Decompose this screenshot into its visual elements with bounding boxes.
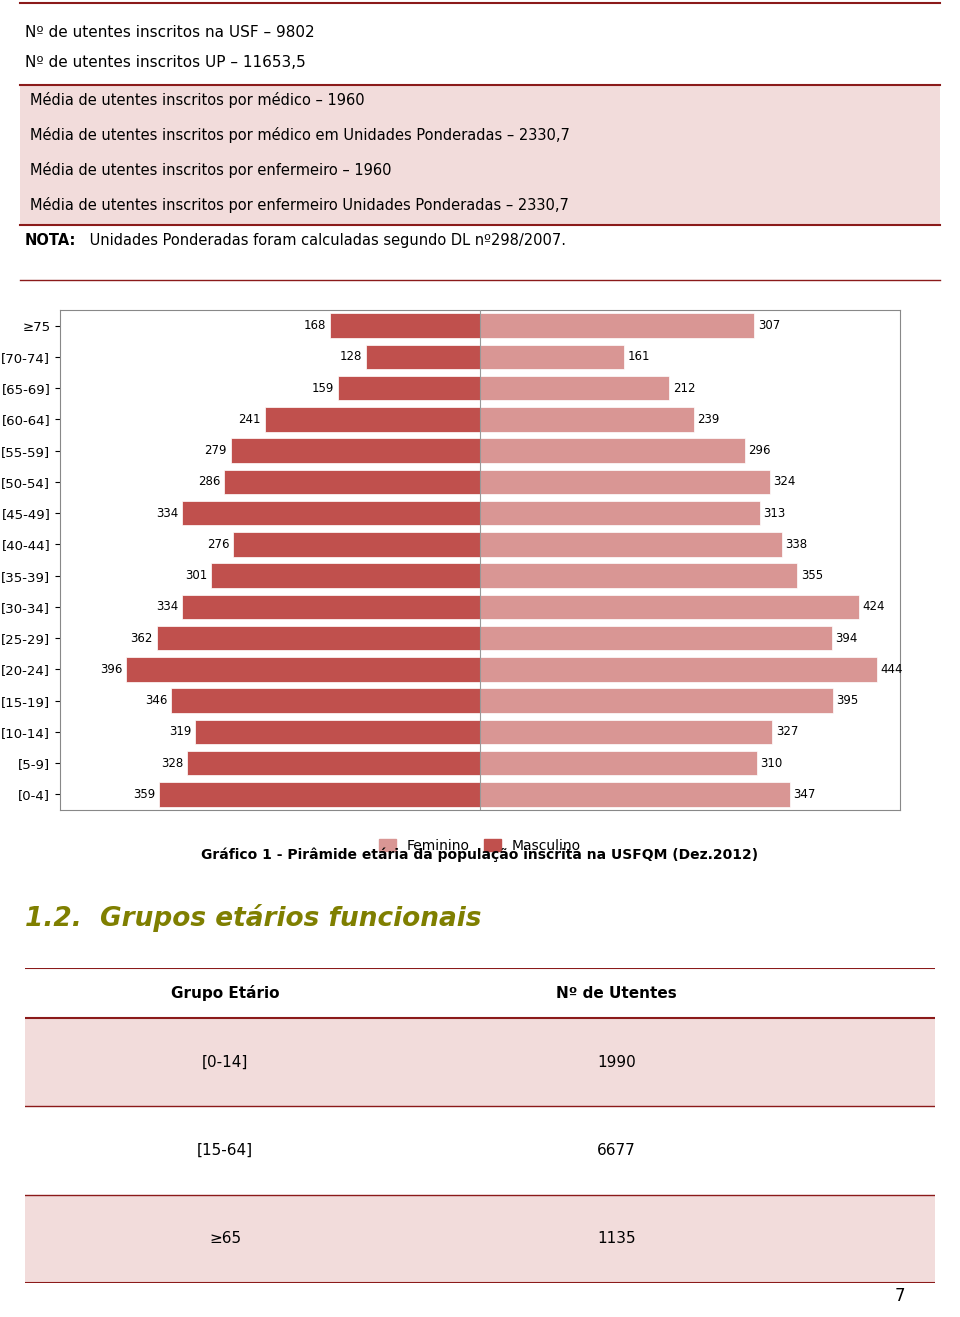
Text: 444: 444 bbox=[880, 662, 902, 676]
Bar bbox=[195, 719, 480, 744]
Bar bbox=[265, 407, 480, 432]
Text: 334: 334 bbox=[156, 601, 178, 614]
Text: Nº de utentes inscritos UP – 11653,5: Nº de utentes inscritos UP – 11653,5 bbox=[25, 55, 305, 70]
Text: 1.2.  Grupos etários funcionais: 1.2. Grupos etários funcionais bbox=[25, 903, 482, 932]
Text: [0-14]: [0-14] bbox=[202, 1055, 249, 1069]
Bar bbox=[230, 439, 480, 462]
Text: 1135: 1135 bbox=[597, 1231, 636, 1246]
Text: 338: 338 bbox=[785, 537, 807, 551]
Text: 239: 239 bbox=[697, 412, 720, 425]
Bar bbox=[156, 626, 480, 651]
Text: 394: 394 bbox=[835, 632, 858, 644]
Text: 355: 355 bbox=[801, 569, 823, 582]
Text: 6677: 6677 bbox=[597, 1143, 636, 1158]
Text: 310: 310 bbox=[760, 757, 782, 769]
Text: 7: 7 bbox=[895, 1287, 905, 1305]
Text: 324: 324 bbox=[773, 475, 796, 489]
Text: Média de utentes inscritos por médico – 1960: Média de utentes inscritos por médico – … bbox=[30, 92, 365, 108]
Text: ≥65: ≥65 bbox=[209, 1231, 241, 1246]
Bar bbox=[480, 626, 832, 651]
Text: 307: 307 bbox=[757, 319, 780, 332]
Text: Nº de utentes inscritos na USF – 9802: Nº de utentes inscritos na USF – 9802 bbox=[25, 25, 315, 40]
Text: 362: 362 bbox=[131, 632, 153, 644]
Bar bbox=[338, 375, 480, 400]
Text: 1990: 1990 bbox=[597, 1055, 636, 1069]
Bar bbox=[480, 345, 624, 369]
FancyBboxPatch shape bbox=[20, 86, 940, 225]
Bar bbox=[480, 375, 669, 400]
Text: 168: 168 bbox=[304, 319, 326, 332]
Text: 161: 161 bbox=[628, 350, 650, 363]
FancyBboxPatch shape bbox=[25, 1018, 935, 1106]
Text: 395: 395 bbox=[836, 694, 859, 707]
Text: 334: 334 bbox=[156, 507, 178, 520]
Text: 241: 241 bbox=[239, 412, 261, 425]
Bar bbox=[480, 407, 693, 432]
Bar bbox=[330, 313, 480, 338]
Text: 346: 346 bbox=[145, 694, 167, 707]
Text: Gráfico 1 - Pirâmide etária da população inscrita na USFQM (Dez.2012): Gráfico 1 - Pirâmide etária da população… bbox=[202, 848, 758, 863]
Text: Média de utentes inscritos por médico em Unidades Ponderadas – 2330,7: Média de utentes inscritos por médico em… bbox=[30, 126, 570, 144]
Text: 424: 424 bbox=[862, 601, 885, 614]
Legend: Feminino, Masculino: Feminino, Masculino bbox=[373, 832, 587, 859]
Text: 159: 159 bbox=[312, 382, 334, 395]
Bar bbox=[181, 595, 480, 619]
Bar bbox=[159, 782, 480, 806]
Bar bbox=[480, 751, 757, 776]
Text: Grupo Etário: Grupo Etário bbox=[171, 985, 279, 1001]
Text: 286: 286 bbox=[199, 475, 221, 489]
FancyBboxPatch shape bbox=[25, 1195, 935, 1283]
Bar bbox=[480, 689, 833, 712]
Bar bbox=[233, 532, 480, 557]
Text: Nº de Utentes: Nº de Utentes bbox=[556, 985, 677, 1001]
Bar bbox=[480, 313, 755, 338]
Text: Média de utentes inscritos por enfermeiro – 1960: Média de utentes inscritos por enfermeir… bbox=[30, 162, 392, 178]
Text: [15-64]: [15-64] bbox=[197, 1143, 253, 1158]
Bar bbox=[480, 470, 770, 494]
FancyBboxPatch shape bbox=[25, 1106, 935, 1195]
Bar bbox=[187, 751, 480, 776]
Text: 279: 279 bbox=[204, 444, 228, 457]
Bar bbox=[480, 500, 759, 525]
Bar bbox=[366, 345, 480, 369]
Text: 296: 296 bbox=[748, 444, 771, 457]
Text: Média de utentes inscritos por enfermeiro Unidades Ponderadas – 2330,7: Média de utentes inscritos por enfermeir… bbox=[30, 198, 569, 213]
Text: 212: 212 bbox=[673, 382, 696, 395]
Text: 328: 328 bbox=[161, 757, 183, 769]
Bar bbox=[480, 532, 782, 557]
Bar bbox=[480, 657, 876, 682]
Bar bbox=[480, 439, 745, 462]
Text: 396: 396 bbox=[100, 662, 123, 676]
Text: 327: 327 bbox=[776, 726, 798, 739]
Bar bbox=[171, 689, 480, 712]
Bar bbox=[480, 782, 790, 806]
Bar bbox=[480, 719, 772, 744]
Bar bbox=[225, 470, 480, 494]
Bar bbox=[126, 657, 480, 682]
Text: 128: 128 bbox=[340, 350, 362, 363]
Bar bbox=[480, 564, 797, 587]
Bar bbox=[211, 564, 480, 587]
Text: 319: 319 bbox=[169, 726, 191, 739]
Text: 359: 359 bbox=[133, 788, 156, 801]
Bar bbox=[480, 595, 859, 619]
Text: 301: 301 bbox=[185, 569, 207, 582]
Text: 276: 276 bbox=[207, 537, 229, 551]
Text: 313: 313 bbox=[763, 507, 785, 520]
Text: 347: 347 bbox=[794, 788, 816, 801]
Text: Unidades Ponderadas foram calculadas segundo DL nº298/2007.: Unidades Ponderadas foram calculadas seg… bbox=[85, 233, 566, 248]
Text: NOTA:: NOTA: bbox=[25, 233, 77, 248]
Bar bbox=[181, 500, 480, 525]
